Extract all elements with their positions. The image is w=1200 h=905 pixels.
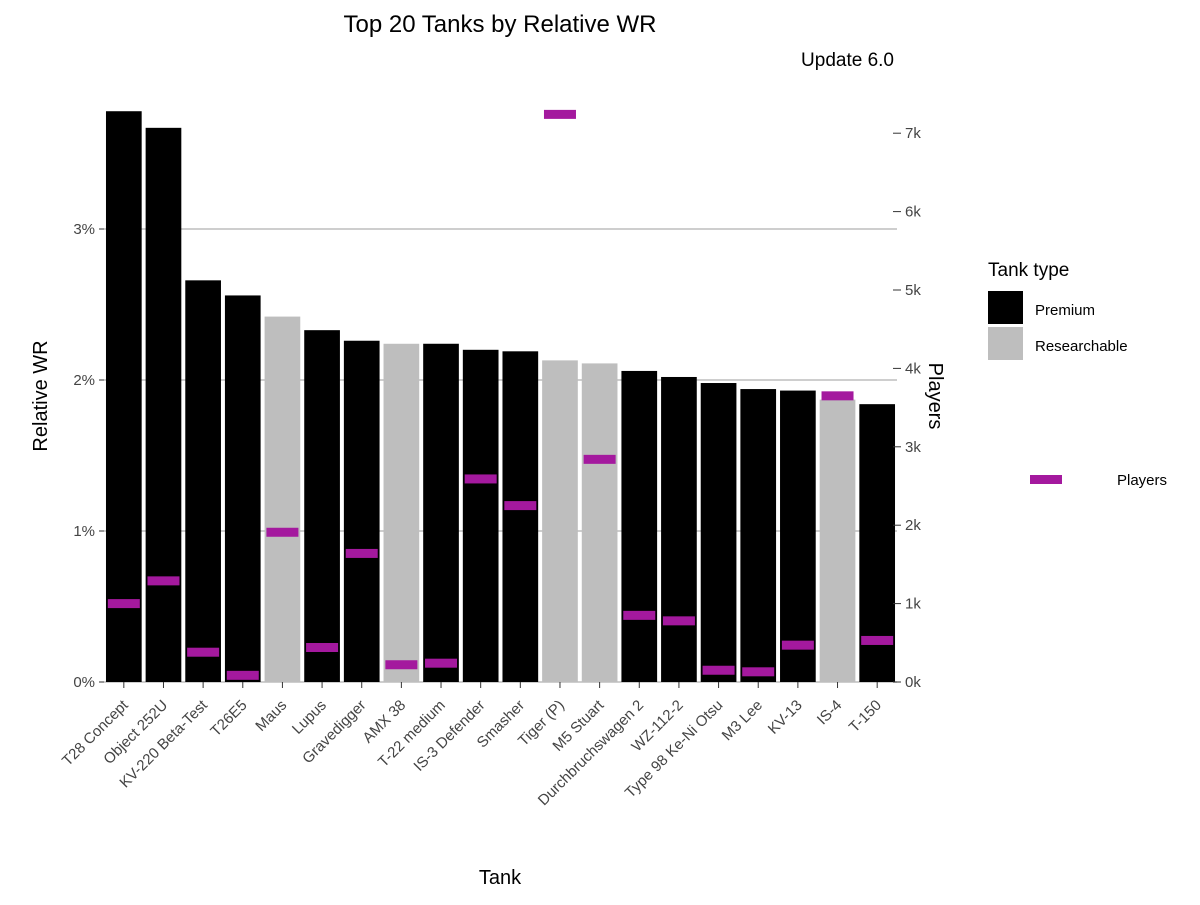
y2-tick-label-5: 5k — [905, 282, 921, 299]
player-marker-is-3-defender — [464, 474, 497, 484]
legend-swatch-premium — [988, 291, 1023, 324]
legend: Tank type Premium Researchable Players — [988, 260, 1167, 489]
grid-lines — [104, 228, 897, 683]
y2-tick-label-0: 0k — [905, 674, 921, 691]
y2-axis-title: Players — [924, 363, 946, 430]
bar-kv-220-beta-test — [185, 280, 221, 682]
bar-t-150 — [859, 404, 896, 682]
player-marker-t-150 — [861, 635, 894, 645]
legend-title: Tank type — [988, 260, 1069, 281]
player-marker-smasher — [504, 501, 537, 511]
chart-title: Top 20 Tanks by Relative WR — [343, 11, 656, 38]
x-axis-title: Tank — [479, 867, 522, 889]
x-tick-label-kv-13: KV-13 — [765, 697, 806, 738]
y2-tick-label-4: 4k — [905, 360, 921, 377]
player-marker-type-98-ke-ni-otsu — [702, 665, 735, 675]
player-marker-amx-38 — [385, 660, 418, 670]
bar-kv-13 — [780, 390, 816, 682]
player-marker-t26e5 — [226, 670, 259, 680]
player-marker-maus — [266, 527, 299, 537]
y2-tick-label-2: 2k — [905, 517, 921, 534]
bars — [105, 111, 896, 683]
x-tick-label-t26e5: T26E5 — [207, 697, 250, 740]
bar-is-4 — [819, 399, 856, 682]
y2-tick-label-3: 3k — [905, 439, 921, 456]
y-tick-label-0: 0% — [73, 674, 95, 691]
x-tick-label-m3-lee: M3 Lee — [719, 697, 766, 744]
y2-axis: 0k 1k 2k 3k 4k 5k 6k 7k — [893, 125, 921, 691]
y-tick-label-1: 1% — [73, 523, 95, 540]
player-marker-kv-220-beta-test — [187, 647, 220, 657]
bar-m3-lee — [740, 389, 777, 682]
bar-wz-112-2 — [661, 376, 697, 682]
x-tick-label-t-150: T-150 — [846, 697, 885, 736]
bar-smasher — [502, 351, 539, 682]
player-marker-is-4 — [821, 391, 854, 401]
player-marker-tiger-p — [543, 109, 576, 119]
bar-t28-concept — [105, 111, 142, 683]
player-marker-m3-lee — [742, 667, 775, 677]
y-axis: 0% 1% 2% 3% — [73, 221, 104, 691]
y-tick-label-2: 2% — [73, 372, 95, 389]
player-marker-lupus — [306, 643, 339, 653]
bar-is-3-defender — [462, 349, 499, 682]
player-marker-t-22-medium — [425, 658, 458, 668]
chart-subtitle: Update 6.0 — [801, 50, 894, 71]
x-tick-label-is-4: IS-4 — [814, 697, 845, 728]
bar-type-98-ke-ni-otsu — [700, 383, 737, 682]
player-marker-durchbruchswagen-2 — [623, 610, 656, 620]
y2-tick-label-7: 7k — [905, 125, 921, 142]
y-tick-label-3: 3% — [73, 221, 95, 238]
player-markers — [107, 109, 894, 680]
player-marker-kv-13 — [781, 640, 814, 650]
player-marker-t28-concept — [107, 599, 140, 609]
bar-gravedigger — [343, 340, 380, 682]
y-axis-title: Relative WR — [30, 340, 52, 451]
bar-durchbruchswagen-2 — [621, 370, 658, 682]
bar-m5-stuart — [581, 363, 618, 682]
y2-tick-label-1: 1k — [905, 596, 921, 613]
player-marker-m5-stuart — [583, 454, 616, 464]
x-tick-label-maus: Maus — [252, 697, 290, 735]
legend-label-players: Players — [1117, 472, 1167, 489]
legend-swatch-researchable — [988, 327, 1023, 360]
legend-label-researchable: Researchable — [1035, 338, 1128, 355]
bar-t26e5 — [224, 295, 261, 682]
bar-t-22-medium — [423, 343, 459, 682]
player-marker-gravedigger — [345, 548, 378, 558]
bar-tiger-p — [542, 360, 578, 682]
bar-maus — [264, 316, 301, 682]
y2-tick-label-6: 6k — [905, 204, 921, 221]
bar-lupus — [304, 330, 340, 682]
player-marker-wz-112-2 — [662, 616, 695, 626]
legend-players-key — [1030, 475, 1062, 484]
bar-amx-38 — [383, 343, 420, 682]
legend-label-premium: Premium — [1035, 302, 1095, 319]
player-marker-object-252u — [147, 576, 180, 586]
bar-object-252u — [145, 127, 182, 682]
